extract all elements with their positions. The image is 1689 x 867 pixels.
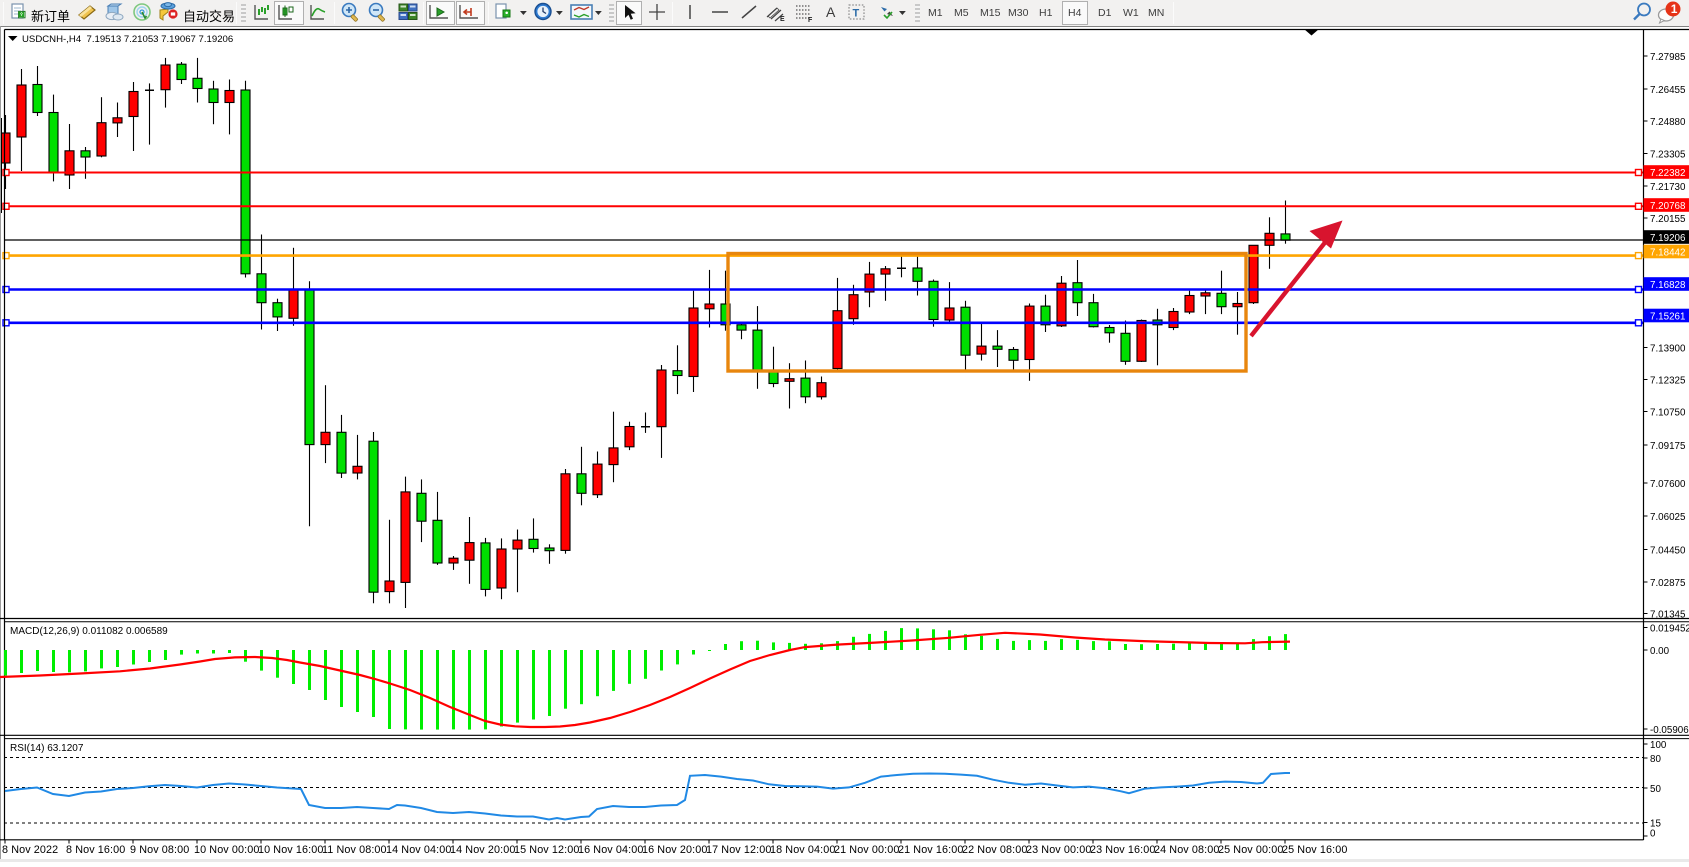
svg-text:7.22382: 7.22382 <box>1650 168 1685 179</box>
svg-text:7.16828: 7.16828 <box>1650 280 1686 291</box>
svg-text:7.04450: 7.04450 <box>1650 546 1686 557</box>
svg-text:F: F <box>808 17 813 24</box>
svg-text:10 Nov 00:00: 10 Nov 00:00 <box>194 844 259 856</box>
svg-text:7.10750: 7.10750 <box>1650 408 1686 419</box>
svg-text:16 Nov 04:00: 16 Nov 04:00 <box>578 844 643 856</box>
svg-text:23 Nov 16:00: 23 Nov 16:00 <box>1090 844 1155 856</box>
svg-text:8 Nov 16:00: 8 Nov 16:00 <box>66 844 125 856</box>
svg-text:7.07600: 7.07600 <box>1650 479 1686 490</box>
svg-text:0: 0 <box>1650 829 1656 840</box>
svg-text:14 Nov 20:00: 14 Nov 20:00 <box>450 844 515 856</box>
svg-text:7.13900: 7.13900 <box>1650 344 1686 355</box>
svg-text:7.20768: 7.20768 <box>1650 201 1686 212</box>
svg-text:7.20155: 7.20155 <box>1650 214 1686 225</box>
svg-text:USDCNH-,H4 7.19513 7.21053 7.: USDCNH-,H4 7.19513 7.21053 7.19067 7.192… <box>22 34 233 45</box>
svg-text:9 Nov 08:00: 9 Nov 08:00 <box>130 844 189 856</box>
svg-text:50: 50 <box>1650 784 1661 795</box>
svg-text:21 Nov 16:00: 21 Nov 16:00 <box>898 844 963 856</box>
svg-text:7.02875: 7.02875 <box>1650 578 1686 589</box>
svg-text:10 Nov 16:00: 10 Nov 16:00 <box>258 844 323 856</box>
svg-text:1: 1 <box>1671 2 1678 16</box>
svg-text:T: T <box>853 8 860 20</box>
svg-text:0.019452: 0.019452 <box>1650 624 1689 635</box>
svg-text:100: 100 <box>1650 740 1667 751</box>
svg-text:MACD(12,26,9) 0.011082 0.00658: MACD(12,26,9) 0.011082 0.006589 <box>10 626 168 637</box>
svg-text:7.24880: 7.24880 <box>1650 117 1686 128</box>
svg-text:7.15261: 7.15261 <box>1650 312 1685 323</box>
svg-text:7.01345: 7.01345 <box>1650 610 1686 621</box>
svg-text:25 Nov 16:00: 25 Nov 16:00 <box>1282 844 1347 856</box>
svg-text:A: A <box>826 4 836 20</box>
svg-text:-0.059068: -0.059068 <box>1650 725 1689 736</box>
svg-text:7.21730: 7.21730 <box>1650 182 1686 193</box>
svg-text:7.12325: 7.12325 <box>1650 376 1686 387</box>
svg-text:11 Nov 08:00: 11 Nov 08:00 <box>322 844 387 856</box>
svg-text:7.27985: 7.27985 <box>1650 52 1686 63</box>
svg-text:23 Nov 00:00: 23 Nov 00:00 <box>1026 844 1091 856</box>
svg-text:21 Nov 00:00: 21 Nov 00:00 <box>834 844 899 856</box>
svg-text:24 Nov 08:00: 24 Nov 08:00 <box>1154 844 1219 856</box>
svg-text:14 Nov 04:00: 14 Nov 04:00 <box>386 844 451 856</box>
svg-text:7.06025: 7.06025 <box>1650 512 1686 523</box>
svg-text:8 Nov 2022: 8 Nov 2022 <box>2 844 58 856</box>
svg-text:15 Nov 12:00: 15 Nov 12:00 <box>514 844 579 856</box>
svg-text:7.26455: 7.26455 <box>1650 85 1686 96</box>
svg-text:RSI(14) 63.1207: RSI(14) 63.1207 <box>10 743 84 754</box>
svg-text:E: E <box>780 16 785 23</box>
svg-text:7.23305: 7.23305 <box>1650 150 1686 161</box>
svg-text:7.18442: 7.18442 <box>1650 248 1685 259</box>
svg-text:80: 80 <box>1650 754 1661 765</box>
svg-text:22 Nov 08:00: 22 Nov 08:00 <box>962 844 1027 856</box>
svg-text:25 Nov 00:00: 25 Nov 00:00 <box>1218 844 1283 856</box>
svg-text:7.19206: 7.19206 <box>1650 233 1686 244</box>
svg-text:18 Nov 04:00: 18 Nov 04:00 <box>770 844 835 856</box>
svg-text:17 Nov 12:00: 17 Nov 12:00 <box>706 844 771 856</box>
svg-text:0.00: 0.00 <box>1650 646 1670 657</box>
svg-text:7.09175: 7.09175 <box>1650 441 1686 452</box>
svg-text:16 Nov 20:00: 16 Nov 20:00 <box>642 844 707 856</box>
